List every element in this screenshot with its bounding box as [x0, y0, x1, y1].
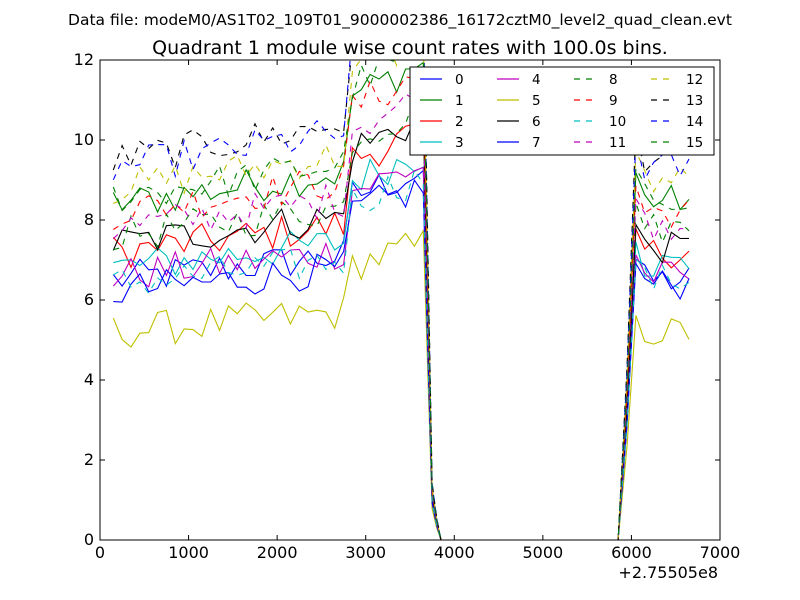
legend-label-13: 13 — [686, 93, 703, 109]
legend-label-8: 8 — [609, 72, 618, 88]
series-line-3 — [113, 157, 690, 540]
legend-label-4: 4 — [532, 72, 541, 88]
legend-label-1: 1 — [455, 93, 464, 109]
legend-label-12: 12 — [686, 72, 703, 88]
legend-label-2: 2 — [455, 114, 464, 130]
legend-label-5: 5 — [532, 93, 541, 109]
x-axis-offset-label: +2.75505e8 — [618, 563, 718, 582]
data-file-suptitle: Data file: modeM0/AS1T02_109T01_90000023… — [68, 11, 732, 30]
series-line-2 — [112, 111, 690, 540]
series-line-6 — [112, 117, 690, 540]
y-tick-label: 8 — [84, 210, 94, 229]
y-tick-label: 4 — [84, 370, 94, 389]
y-tick-label: 2 — [84, 450, 94, 469]
x-tick-label: 7000 — [700, 543, 741, 562]
y-tick-label: 6 — [84, 290, 94, 309]
x-tick-label: 6000 — [611, 543, 652, 562]
series-line-4 — [112, 166, 690, 540]
x-tick-label: 5000 — [522, 543, 563, 562]
x-tick-label: 1000 — [168, 543, 209, 562]
legend-label-7: 7 — [532, 135, 541, 151]
legend-label-9: 9 — [609, 93, 618, 109]
legend-label-10: 10 — [609, 114, 626, 130]
legend-label-15: 15 — [686, 135, 703, 151]
series-line-5 — [112, 228, 690, 540]
x-tick-label: 3000 — [345, 543, 386, 562]
series-line-8 — [113, 98, 690, 540]
legend-label-3: 3 — [455, 135, 464, 151]
legend-label-0: 0 — [455, 72, 464, 88]
legend-box — [409, 66, 715, 156]
y-tick-label: 0 — [84, 530, 94, 549]
y-tick-label: 10 — [74, 130, 94, 149]
series-lines — [112, 60, 690, 540]
series-line-7 — [113, 178, 690, 540]
x-tick-label: 2000 — [257, 543, 298, 562]
series-line-12 — [113, 60, 690, 540]
x-tick-label: 0 — [95, 543, 105, 562]
legend-label-6: 6 — [532, 114, 541, 130]
y-tick-label: 12 — [74, 50, 94, 69]
legend-label-14: 14 — [686, 114, 703, 130]
series-line-9 — [113, 75, 690, 540]
chart-title: Quadrant 1 module wise count rates with … — [152, 37, 668, 59]
series-line-10 — [113, 169, 690, 540]
series-line-11 — [112, 93, 690, 540]
legend-label-11: 11 — [609, 135, 626, 151]
x-tick-label: 4000 — [434, 543, 475, 562]
